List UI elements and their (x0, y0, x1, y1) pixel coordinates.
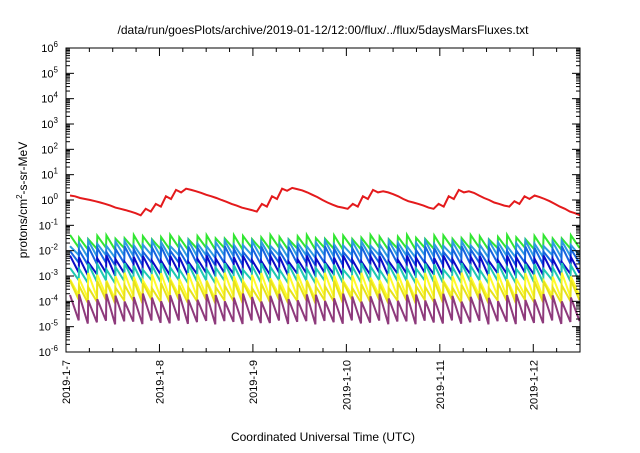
series-line (69, 243, 581, 270)
x-tick-label: 2019-1-9 (248, 360, 260, 404)
x-axis: 2019-1-7 2019-1-8 2019-1-9 2019-1-10 2019-1-… (61, 48, 558, 410)
y-tick-label: 101 (41, 167, 58, 182)
y-tick-label: 100 (41, 192, 58, 207)
series-line (69, 186, 581, 217)
y-axis-label-rest: -s-sr-MeV (16, 142, 30, 195)
x-tick-label: 2019-1-11 (435, 360, 447, 409)
y-tick-label: 10-5 (39, 319, 59, 334)
y-tick-label: 10-6 (39, 344, 59, 359)
x-tick-label: 2019-1-8 (154, 360, 166, 404)
series-line (69, 260, 581, 287)
y-tick-label: 102 (41, 141, 58, 156)
y-tick-label: 10-3 (39, 268, 59, 283)
y-axis-label-main: protons/cm (16, 199, 30, 258)
y-tick-label: 10-4 (39, 293, 59, 308)
y-axis-label: protons/cm2-s-sr-MeV (15, 142, 30, 258)
x-axis-label: Coordinated Universal Time (UTC) (231, 430, 415, 444)
y-tick-label: 106 (41, 40, 58, 55)
series-line (69, 293, 581, 325)
y-tick-label: 10-2 (39, 243, 59, 258)
y-tick-label: 10-1 (39, 217, 59, 232)
y-tick-label: 104 (41, 91, 58, 106)
y-axis-label-sup: 2 (15, 194, 24, 199)
y-tick-label: 103 (41, 116, 58, 131)
series-line (69, 279, 581, 307)
x-tick-label: 2019-1-10 (341, 360, 353, 410)
y-axis: 10-6 10-5 10-4 10-3 10-2 10-1 100 101 102 103 104 1… (39, 40, 580, 359)
chart-title: /data/run/goesPlots/archive/2019-01-12/1… (118, 23, 530, 37)
y-tick-label: 105 (41, 65, 58, 80)
series-lines (69, 186, 581, 325)
x-tick-label: 2019-1-7 (61, 360, 73, 404)
x-tick-label: 2019-1-12 (528, 360, 540, 410)
